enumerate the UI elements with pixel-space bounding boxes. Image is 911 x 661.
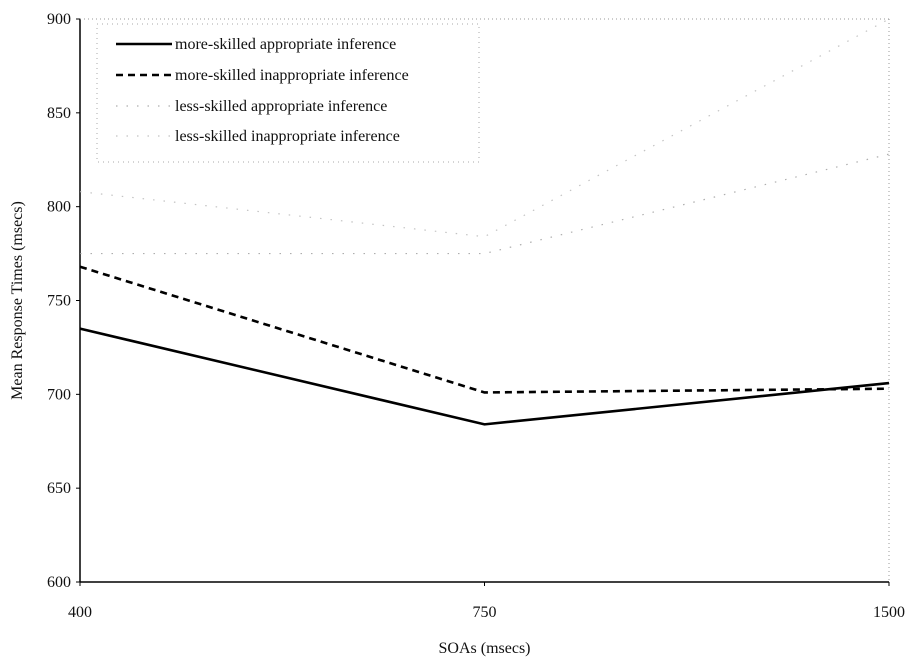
x-axis-title: SOAs (msecs) bbox=[439, 640, 531, 657]
legend-label-2: more-skilled inappropriate inference bbox=[175, 67, 409, 84]
y-tick-label: 750 bbox=[47, 293, 71, 310]
y-axis-title: Mean Response Times (msecs) bbox=[9, 201, 26, 400]
series-line-3 bbox=[80, 153, 890, 255]
y-tick-label: 600 bbox=[47, 574, 71, 591]
series-line-2 bbox=[79, 265, 890, 394]
legend-label-1: more-skilled appropriate inference bbox=[175, 36, 396, 53]
legend: more-skilled appropriate inference more-s… bbox=[96, 23, 480, 163]
x-tick-label: 400 bbox=[68, 604, 92, 621]
y-axis-ticks: 600 650 700 750 800 850 900 bbox=[47, 11, 80, 591]
legend-box bbox=[96, 23, 480, 163]
series-layer bbox=[79, 18, 890, 426]
legend-label-4: less-skilled inappropriate inference bbox=[175, 128, 400, 145]
x-axis-ticks: 400 750 1500 bbox=[68, 582, 905, 621]
y-tick-label: 650 bbox=[47, 480, 71, 497]
y-tick-label: 800 bbox=[47, 199, 71, 216]
y-tick-label: 900 bbox=[47, 11, 71, 28]
y-tick-label: 700 bbox=[47, 386, 71, 403]
series-line-1 bbox=[79, 327, 890, 426]
legend-label-3: less-skilled appropriate inference bbox=[175, 98, 387, 115]
x-tick-label: 1500 bbox=[873, 604, 905, 621]
y-tick-label: 850 bbox=[47, 105, 71, 122]
x-tick-label: 750 bbox=[473, 604, 497, 621]
